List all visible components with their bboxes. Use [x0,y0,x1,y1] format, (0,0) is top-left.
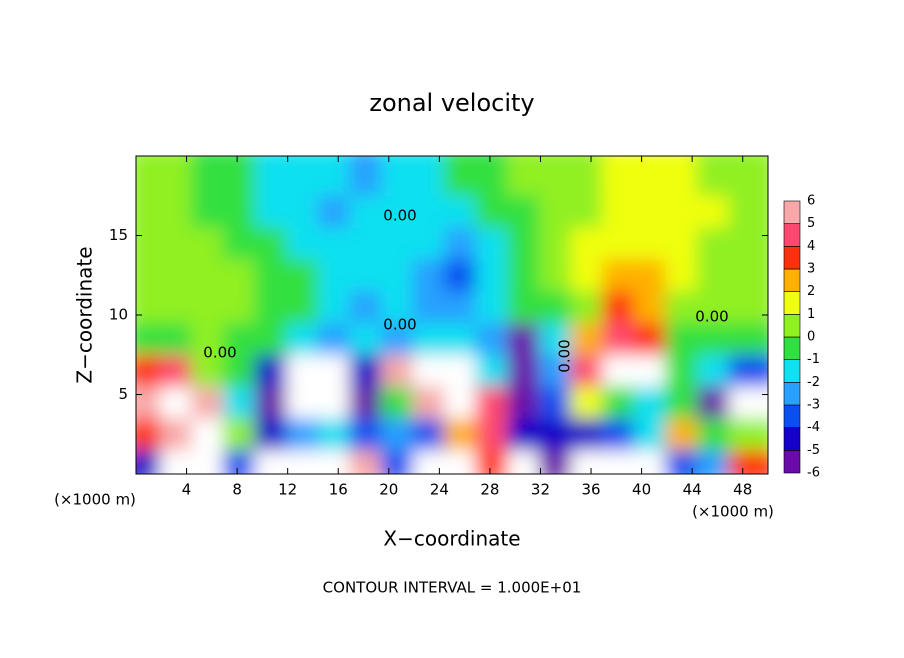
cells [136,156,768,474]
field [136,156,768,474]
cell [728,156,768,196]
colorbar-label: 3 [807,262,815,277]
x-tick-label: 44 [683,481,702,499]
colorbar-swatch [783,404,801,428]
colorbar-swatch [783,246,801,270]
colorbar-label: 4 [807,239,815,254]
x-tick-label: 12 [278,481,297,499]
x-tick-label: 32 [531,481,550,499]
colorbar-label: -4 [807,420,820,435]
x-tick-label: 24 [430,481,449,499]
colorbar-swatch [783,314,801,338]
colorbar-swatch [783,359,801,383]
colorbar-swatch [783,223,801,247]
x-tick-label: 8 [232,481,242,499]
colorbar-label: -2 [807,375,820,390]
colorbar-swatch [783,268,801,292]
footnote: CONTOUR INTERVAL = 1.000E+01 [323,579,582,597]
contour-label: 0.00 [695,308,728,326]
colorbar-swatch [783,382,801,406]
y-tick-label: 10 [109,306,128,324]
x-unit: (×1000 m) [692,503,774,521]
colorbar-label: 1 [807,307,815,322]
colorbar-swatch [783,291,801,315]
colorbar-swatch [783,336,801,360]
contour-label: 0.00 [556,339,574,372]
y-unit: (×1000 m) [54,491,136,509]
colorbar-label: 6 [807,194,815,209]
contour-label: 0.00 [383,316,416,334]
y-tick-label: 5 [118,385,128,403]
colorbar-label: -6 [807,466,820,481]
y-axis-label: Z−coordinate [73,246,97,383]
contour-label: 0.00 [203,344,236,362]
colorbar-label: 0 [807,330,815,345]
y-tick-label: 15 [109,226,128,244]
chart-title: zonal velocity [369,89,534,117]
contour-label: 0.00 [383,207,416,225]
x-tick-label: 4 [182,481,192,499]
colorbar-label: 2 [807,284,815,299]
colorbar-label: -3 [807,398,820,413]
colorbar-swatch [783,427,801,451]
colorbar-swatch [783,450,801,474]
colorbar-label: -5 [807,443,820,458]
x-tick-label: 48 [733,481,752,499]
x-tick-label: 36 [581,481,600,499]
x-tick-label: 40 [632,481,651,499]
x-tick-label: 16 [329,481,348,499]
colorbar-swatch [783,200,801,224]
colorbar-label: -1 [807,352,820,367]
x-axis-label: X−coordinate [383,527,520,551]
x-tick-label: 28 [480,481,499,499]
colorbar-label: 5 [807,216,815,231]
x-tick-label: 20 [379,481,398,499]
